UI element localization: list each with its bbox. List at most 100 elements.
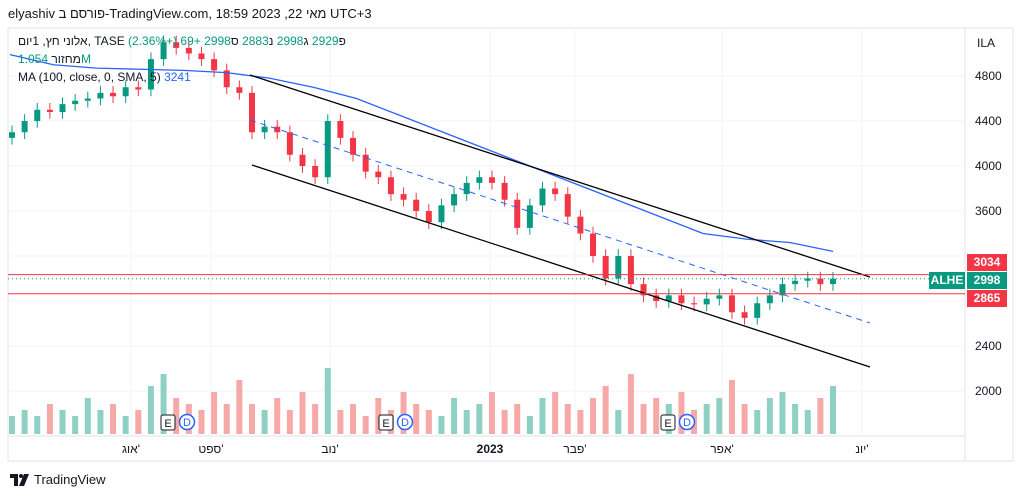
volume-bar	[34, 416, 41, 434]
dividend-icon	[678, 413, 696, 431]
legend-ma-row: MA (100, close, 0, SMA, 5) 3241	[18, 70, 191, 84]
time-tick-label: 2023	[477, 442, 504, 456]
volume-bar	[627, 374, 634, 434]
candle-body	[817, 278, 824, 285]
earnings-icon-label: E	[382, 418, 389, 430]
price-tick-label: 2400	[975, 339, 1002, 353]
candle-body	[703, 298, 710, 305]
candle-body	[476, 177, 483, 183]
ma-line	[9, 53, 834, 253]
volume-bar	[9, 416, 15, 434]
tradingview-logo-icon	[10, 473, 29, 486]
volume-bar	[21, 410, 28, 434]
candle-body	[324, 121, 331, 178]
candle-body	[653, 295, 660, 301]
volume-bar	[337, 410, 344, 434]
volume-bar	[72, 416, 79, 434]
volume-bar	[766, 398, 773, 434]
candle-body	[185, 47, 192, 54]
volume-bar	[223, 404, 230, 434]
candle-body	[728, 295, 735, 313]
candle-body	[804, 278, 811, 281]
volume-bar	[84, 398, 91, 434]
time-tick-label: אפר'	[710, 442, 734, 456]
candle-body	[830, 278, 836, 285]
dividend-icon	[396, 413, 414, 431]
volume-bar	[792, 404, 799, 434]
volume-bar	[678, 392, 685, 434]
candle-body	[665, 295, 672, 301]
volume-bar	[46, 404, 53, 434]
candle-body	[552, 188, 559, 195]
candle-body	[34, 109, 41, 121]
candle-body	[236, 87, 243, 93]
candle-body	[72, 100, 79, 105]
candle-body	[400, 194, 407, 200]
candle-body	[110, 92, 117, 97]
candle-body	[514, 199, 521, 228]
channel-lower-line	[251, 164, 871, 368]
candle-body	[312, 166, 319, 178]
candle-body	[779, 284, 786, 296]
volume-bar	[526, 416, 533, 434]
candle-body	[375, 171, 382, 178]
price-tick-label: 3600	[975, 204, 1002, 218]
candle-body	[766, 295, 773, 304]
volume-bar	[564, 404, 571, 434]
volume-bar	[501, 410, 508, 434]
volume-bar	[716, 398, 723, 434]
volume-bar	[135, 410, 142, 434]
candle-body	[413, 199, 420, 211]
candle-body	[451, 194, 458, 206]
candle-body	[526, 205, 533, 228]
candle-body	[160, 42, 167, 60]
candle-body	[337, 121, 344, 138]
price-tick-label: 4400	[975, 114, 1002, 128]
volume-bar	[539, 398, 546, 434]
candle-body	[425, 211, 432, 223]
time-tick-label: אוג'	[122, 442, 140, 456]
volume-bar	[248, 404, 255, 434]
price-tick-label: 4000	[975, 159, 1002, 173]
candle-body	[274, 126, 281, 133]
candle-body	[539, 188, 546, 206]
legend-high: 2998	[276, 34, 304, 48]
candle-body	[387, 177, 394, 195]
candle-body	[84, 98, 91, 101]
price-tick-label: 4800	[975, 69, 1002, 83]
candle-body	[577, 216, 584, 234]
candle-body	[261, 126, 268, 133]
candle-body	[223, 70, 230, 88]
candle-body	[97, 92, 104, 99]
earnings-icon	[160, 414, 176, 431]
candle-body	[286, 132, 293, 155]
candle-body	[147, 59, 154, 90]
volume-bar	[350, 404, 357, 434]
volume-bar	[830, 386, 836, 434]
candle-body	[754, 303, 761, 318]
tradingview-logo[interactable]: TradingView	[10, 472, 106, 487]
candle-body	[691, 303, 698, 305]
candle-body	[135, 87, 142, 90]
candle-body	[248, 92, 255, 133]
candle-body	[21, 121, 28, 133]
volume-bar	[728, 380, 735, 434]
upper-level-tag: 3034	[967, 254, 1007, 271]
volume-bar	[514, 404, 521, 434]
legend-low: 2883	[242, 34, 269, 48]
price-tick-label: 2000	[975, 384, 1002, 398]
dividend-icon-label: D	[683, 417, 691, 429]
volume-bar	[804, 410, 811, 434]
candle-body	[590, 233, 597, 256]
last-price-tag: 2998	[967, 272, 1007, 289]
legend-ma-value: 3241	[164, 70, 191, 84]
volume-bar	[122, 416, 129, 434]
candle-body	[564, 194, 571, 217]
volume-bar	[261, 410, 268, 434]
volume-bar	[286, 410, 293, 434]
lower-level-tag: 2865	[967, 290, 1007, 307]
volume-bar	[274, 398, 281, 434]
volume-bar	[173, 398, 180, 434]
volume-bar	[236, 380, 243, 434]
